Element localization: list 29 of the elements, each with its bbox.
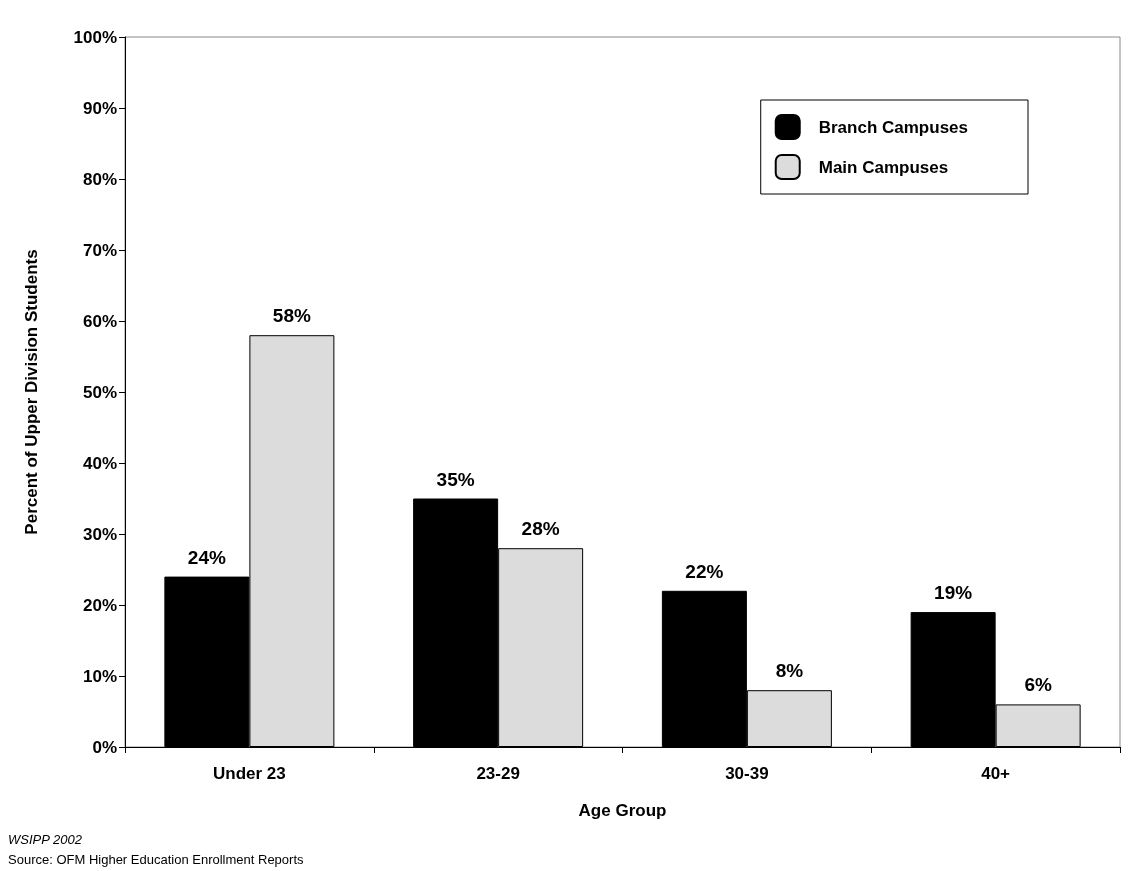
y-tick-label: 60% (82, 311, 117, 331)
data-label: 35% (436, 468, 475, 490)
y-tick-label: 90% (82, 98, 117, 118)
data-label: 19% (934, 582, 973, 604)
data-label: 58% (272, 305, 311, 327)
data-label: 24% (187, 546, 226, 568)
y-tick-label: 70% (82, 240, 117, 260)
y-axis-title: Percent of Upper Division Students (22, 249, 41, 535)
x-tick-label: 23-29 (476, 764, 520, 783)
data-label: 28% (521, 518, 560, 540)
y-tick-label: 10% (82, 666, 117, 686)
y-tick-label: 80% (82, 169, 117, 189)
y-tick-label: 0% (92, 737, 117, 757)
legend-label: Branch Campuses (818, 117, 969, 137)
data-label: 6% (1024, 674, 1052, 696)
data-label: 8% (775, 660, 804, 682)
y-tick-label: 100% (73, 27, 117, 47)
legend-label: Main Campuses (818, 157, 949, 177)
x-tick-label: 40+ (981, 764, 1011, 783)
x-tick-label: Under 23 (213, 764, 286, 783)
x-tick-label: 30-39 (725, 764, 769, 783)
text: WSIPP 2002 (8, 832, 82, 847)
y-tick-label: 50% (82, 382, 117, 402)
y-tick-label: 40% (82, 453, 117, 473)
y-tick-label: 20% (82, 595, 117, 615)
source-note: Source: OFM Higher Education Enrollment Reports (8, 852, 304, 867)
y-tick-label: 30% (82, 524, 117, 544)
data-label: 22% (685, 560, 724, 582)
x-axis-title: Age Group (578, 801, 667, 820)
